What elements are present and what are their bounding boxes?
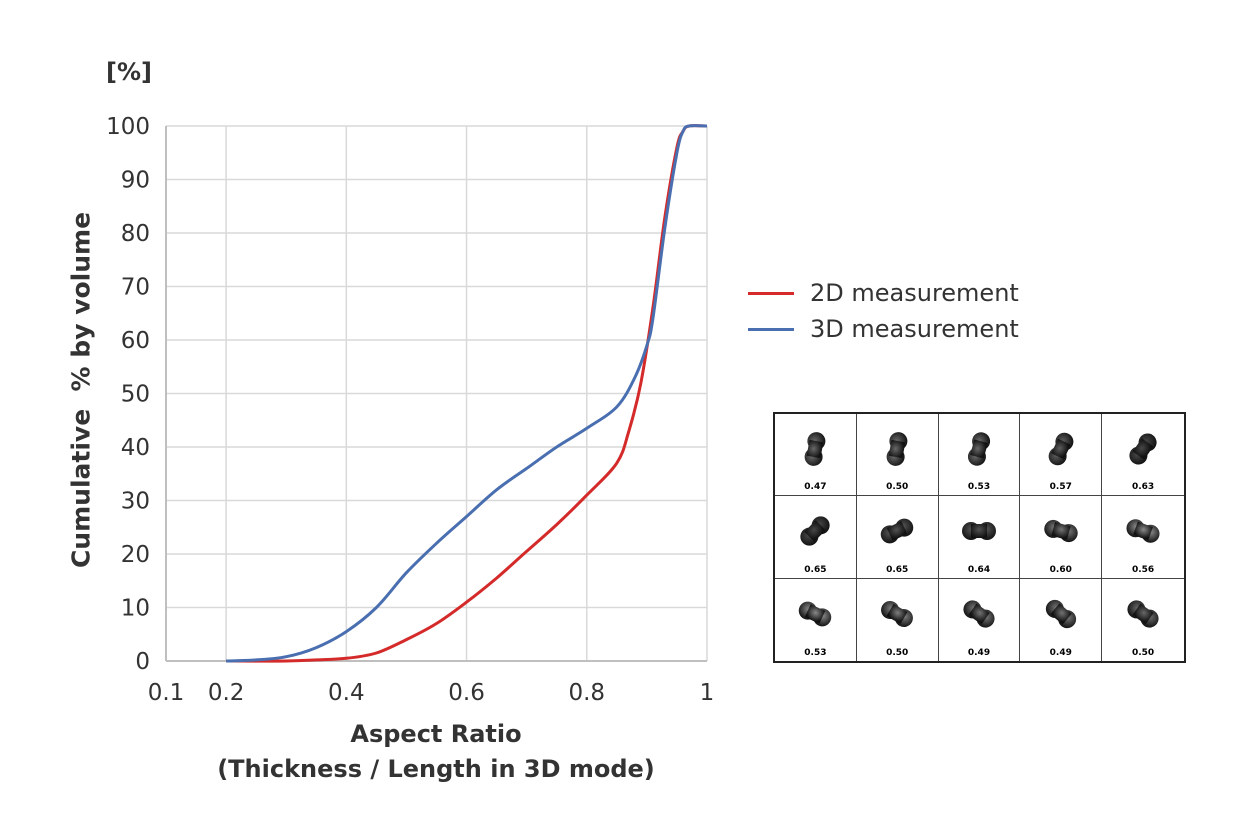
- thumbnail-aspect-value: 0.47: [804, 482, 827, 493]
- y-tick-label: 0: [135, 649, 150, 675]
- y-tick-label: 40: [121, 435, 150, 461]
- legend-item-2d: 2D measurement: [748, 275, 1019, 311]
- particle-image-icon: [880, 518, 914, 544]
- particle-image-icon: [1048, 432, 1074, 466]
- particle-image-icon: [1129, 433, 1157, 465]
- thumbnail-aspect-value: 0.60: [1049, 564, 1072, 575]
- thumbnail-aspect-value: 0.50: [1131, 648, 1155, 658]
- y-tick-label: 80: [121, 221, 150, 247]
- series-line-3d: [226, 124, 708, 663]
- y-tick-label: 60: [121, 328, 150, 354]
- particle-thumbnail: 0.50: [856, 578, 939, 661]
- thumbnail-aspect-value: 0.64: [967, 564, 991, 575]
- thumbnail-aspect-value: 0.53: [967, 482, 991, 493]
- y-tick-labels: 0 10 20 30 40 50 60 70 80 90 100: [106, 114, 150, 675]
- y-tick-label: 20: [121, 542, 150, 568]
- x-tick-labels: 0.1 0.2 0.4 0.6 0.8 1: [148, 680, 715, 706]
- thumbnail-aspect-value: 0.65: [886, 564, 909, 575]
- y-tick-label: 90: [121, 168, 150, 194]
- particle-thumbnail: 0.64: [938, 496, 1021, 579]
- particle-thumbnail: 0.60: [1020, 496, 1103, 579]
- y-tick-label: 50: [121, 382, 150, 408]
- particle-thumbnail: 0.50: [856, 414, 939, 497]
- y-tick-label: 70: [121, 275, 150, 301]
- legend-item-3d: 3D measurement: [748, 311, 1019, 347]
- thumbnail-aspect-value: 0.56: [1131, 564, 1155, 575]
- y-tick-label: 30: [121, 489, 150, 515]
- thumbnail-aspect-value: 0.49: [967, 648, 991, 658]
- particle-thumbnail: 0.47: [775, 414, 857, 497]
- y-axis-title: Cumulative % by volume: [66, 211, 96, 569]
- particle-image-icon: [805, 432, 826, 466]
- particle-image-icon: [799, 601, 832, 627]
- x-tick-label: 1: [700, 680, 715, 706]
- x-tick-label: 0.2: [208, 680, 245, 706]
- particle-thumbnail: 0.65: [856, 496, 939, 579]
- particle-image-icon: [967, 432, 991, 466]
- particle-thumbnail: 0.50: [1102, 578, 1184, 661]
- x-axis-title: Aspect Ratio (Thickness / Length in 3D m…: [217, 717, 655, 787]
- particle-thumbnail: 0.63: [1102, 414, 1184, 497]
- particle-image-icon: [886, 432, 908, 466]
- thumbnail-aspect-value: 0.50: [886, 482, 909, 493]
- y-unit-label: [%]: [106, 58, 152, 86]
- legend-label-3d: 3D measurement: [810, 315, 1019, 343]
- particle-thumbnail: 0.53: [775, 578, 857, 661]
- x-tick-label: 0.8: [568, 680, 605, 706]
- series-lines: [226, 124, 708, 663]
- particle-image-icon: [800, 516, 831, 546]
- particle-image-icon: [1126, 519, 1160, 544]
- particle-thumbnail: 0.57: [1020, 414, 1103, 497]
- particle-thumbnail: 0.56: [1102, 496, 1184, 579]
- thumbnail-aspect-value: 0.63: [1131, 482, 1155, 493]
- particle-image-icon: [1044, 520, 1078, 543]
- x-axis-title-line1: Aspect Ratio: [350, 720, 522, 748]
- legend-swatch-3d: [748, 327, 794, 331]
- particle-image-icon: [1127, 600, 1159, 628]
- particle-image-icon: [881, 600, 914, 627]
- thumbnail-aspect-value: 0.49: [1049, 648, 1072, 658]
- x-axis-title-line2: (Thickness / Length in 3D mode): [217, 755, 655, 783]
- x-tick-label: 0.1: [148, 680, 185, 706]
- legend-label-2d: 2D measurement: [810, 279, 1019, 307]
- particle-image-icon: [1045, 599, 1076, 628]
- particle-image-icon: [961, 522, 996, 541]
- particle-thumbnail: 0.53: [938, 414, 1021, 497]
- thumbnail-aspect-value: 0.53: [804, 648, 827, 658]
- particle-thumbnail: 0.49: [1020, 578, 1103, 661]
- y-tick-label: 100: [106, 114, 150, 140]
- legend: 2D measurement 3D measurement: [748, 275, 1019, 347]
- legend-swatch-2d: [748, 291, 794, 295]
- particle-thumbnail-grid: 0.47 0.50 0.53 0.57 0.63 0.65 0.65 0.64 0.60 0.56…: [773, 412, 1186, 663]
- x-tick-label: 0.6: [448, 680, 485, 706]
- particle-thumbnail: 0.49: [938, 578, 1021, 661]
- x-tick-label: 0.4: [328, 680, 365, 706]
- particle-image-icon: [963, 600, 995, 628]
- thumbnail-aspect-value: 0.65: [804, 564, 827, 575]
- thumbnail-aspect-value: 0.57: [1049, 482, 1072, 493]
- y-tick-label: 10: [121, 596, 150, 622]
- thumbnail-aspect-value: 0.50: [886, 648, 909, 658]
- particle-thumbnail: 0.65: [775, 496, 857, 579]
